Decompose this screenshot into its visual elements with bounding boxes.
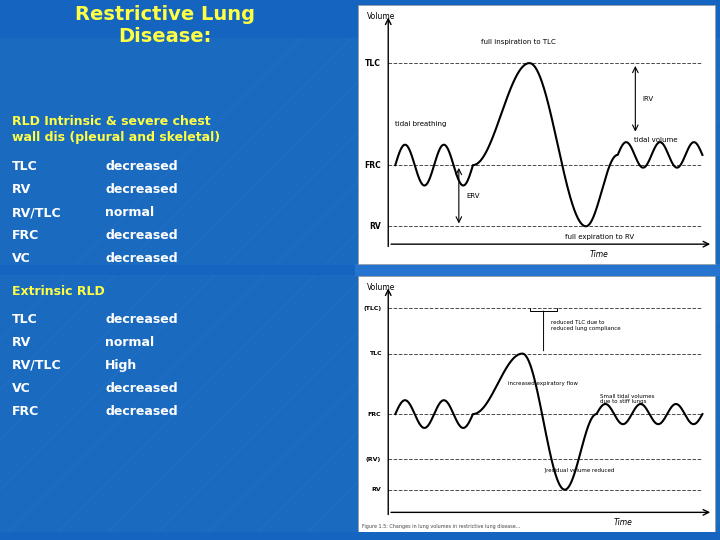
- Text: normal: normal: [105, 336, 154, 349]
- Text: High: High: [105, 359, 138, 372]
- Text: decreased: decreased: [105, 160, 178, 173]
- Text: reduced TLC due to
reduced lung compliance: reduced TLC due to reduced lung complian…: [551, 320, 620, 331]
- Text: tidal volume: tidal volume: [634, 137, 678, 143]
- Text: decreased: decreased: [105, 313, 178, 326]
- Text: RV/TLC: RV/TLC: [12, 359, 62, 372]
- Text: TLC: TLC: [369, 351, 381, 356]
- Text: decreased: decreased: [105, 382, 178, 395]
- Text: VC: VC: [12, 252, 31, 265]
- Text: FRC: FRC: [12, 405, 40, 418]
- Text: full inspiration to TLC: full inspiration to TLC: [482, 39, 557, 45]
- Text: (TLC): (TLC): [363, 306, 381, 310]
- FancyBboxPatch shape: [358, 5, 715, 264]
- Text: normal: normal: [105, 206, 154, 219]
- Text: RV: RV: [372, 487, 381, 492]
- Text: decreased: decreased: [105, 252, 178, 265]
- Text: Figure 1.5: Changes in lung volumes in restrictive lung disease...: Figure 1.5: Changes in lung volumes in r…: [362, 524, 521, 529]
- Text: FRC: FRC: [12, 229, 40, 242]
- Text: VC: VC: [12, 382, 31, 395]
- Text: full expiration to RV: full expiration to RV: [564, 234, 634, 240]
- Text: RV: RV: [369, 222, 381, 231]
- Text: decreased: decreased: [105, 183, 178, 196]
- Text: (RV): (RV): [366, 457, 381, 462]
- Text: Extrinsic RLD: Extrinsic RLD: [12, 285, 104, 298]
- Text: increased expiratory flow: increased expiratory flow: [508, 381, 578, 386]
- Text: RV/TLC: RV/TLC: [12, 206, 62, 219]
- Text: ERV: ERV: [466, 193, 480, 199]
- Text: Volume: Volume: [367, 283, 395, 292]
- Text: Small tidal volumes
due to stiff lungs: Small tidal volumes due to stiff lungs: [600, 394, 654, 404]
- FancyBboxPatch shape: [355, 264, 720, 276]
- Text: RLD Intrinsic & severe chest
wall dis (pleural and skeletal): RLD Intrinsic & severe chest wall dis (p…: [12, 115, 220, 144]
- Text: decreased: decreased: [105, 405, 178, 418]
- Text: ]residual volume reduced: ]residual volume reduced: [544, 467, 614, 472]
- Text: FRC: FRC: [364, 160, 381, 170]
- Text: decreased: decreased: [105, 229, 178, 242]
- FancyBboxPatch shape: [358, 276, 715, 532]
- Text: Time: Time: [614, 518, 633, 528]
- FancyBboxPatch shape: [0, 0, 720, 38]
- Text: FRC: FRC: [367, 411, 381, 416]
- Text: TLC: TLC: [12, 313, 37, 326]
- Text: TLC: TLC: [12, 160, 37, 173]
- FancyBboxPatch shape: [0, 265, 355, 275]
- Text: TLC: TLC: [365, 59, 381, 68]
- Text: Restrictive Lung
Disease:: Restrictive Lung Disease:: [75, 5, 255, 46]
- Text: RV: RV: [12, 336, 31, 349]
- FancyBboxPatch shape: [0, 532, 720, 540]
- Text: Volume: Volume: [367, 12, 395, 21]
- Text: Time: Time: [590, 251, 608, 259]
- Text: tidal breathing: tidal breathing: [395, 121, 446, 127]
- Text: RV: RV: [12, 183, 31, 196]
- Text: IRV: IRV: [642, 96, 654, 102]
